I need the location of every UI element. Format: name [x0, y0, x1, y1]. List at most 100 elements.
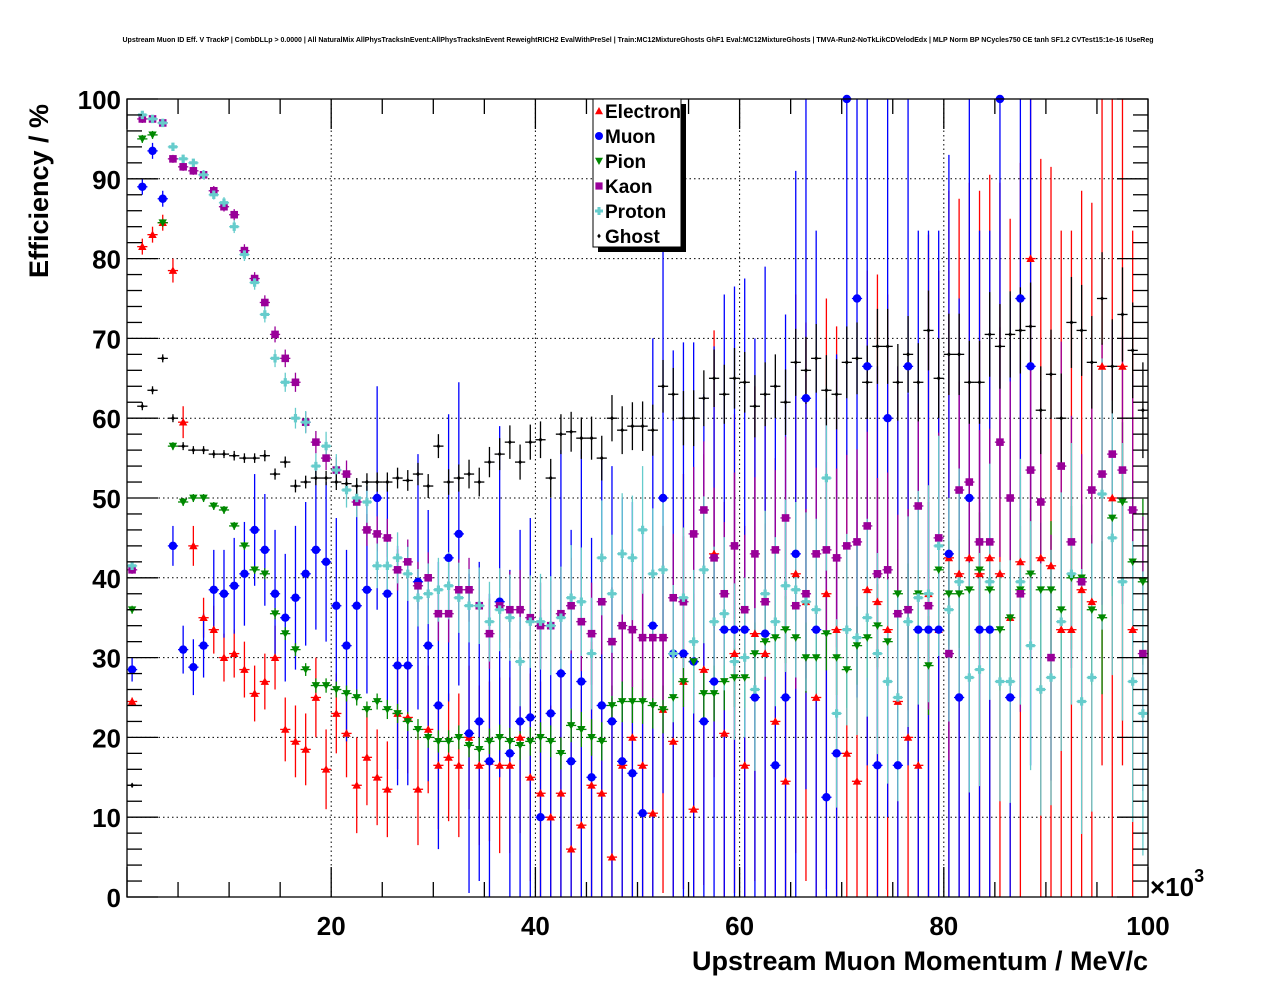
data-point-kaon	[955, 486, 963, 494]
data-point-kaon	[373, 530, 381, 538]
data-point-pion	[995, 626, 1005, 634]
data-point-kaon	[863, 522, 872, 530]
data-point-pion	[199, 494, 208, 503]
data-point-pion	[413, 726, 423, 734]
data-point-kaon	[771, 546, 780, 554]
data-point-kaon	[577, 617, 586, 626]
data-point-muon	[178, 645, 188, 654]
data-point-muon	[801, 394, 811, 403]
data-point-proton	[168, 142, 178, 152]
data-point-kaon	[403, 558, 412, 566]
data-point-electron	[1128, 625, 1137, 634]
data-point-proton	[1108, 533, 1117, 543]
data-point-proton	[199, 170, 208, 179]
data-point-proton	[1087, 673, 1097, 682]
data-point-proton	[189, 158, 198, 168]
data-point-muon	[720, 625, 729, 634]
data-point-pion	[230, 522, 239, 531]
y-tick-label: 70	[92, 324, 121, 354]
data-point-proton	[832, 709, 841, 718]
data-point-proton	[689, 637, 698, 646]
data-point-muon	[607, 717, 617, 726]
data-point-pion	[250, 566, 259, 575]
data-point-ghost	[1120, 311, 1125, 318]
data-point-proton	[669, 649, 678, 658]
data-point-muon	[1016, 294, 1025, 303]
legend-label: Pion	[605, 152, 646, 173]
data-point-muon	[883, 414, 892, 423]
data-point-electron	[321, 765, 331, 773]
data-point-electron	[526, 773, 535, 781]
data-point-electron	[965, 553, 974, 562]
data-point-proton	[291, 413, 300, 423]
data-point-pion	[750, 650, 760, 658]
data-point-electron	[301, 745, 310, 753]
data-point-proton	[842, 625, 852, 634]
grid-lines	[127, 99, 1148, 897]
data-point-kaon	[710, 554, 718, 562]
data-point-electron	[822, 589, 831, 598]
legend-label: Ghost	[605, 227, 661, 248]
data-point-muon	[515, 717, 525, 726]
data-point-pion	[1128, 558, 1137, 567]
data-point-proton	[178, 154, 188, 164]
data-point-ghost	[548, 475, 553, 481]
data-point-ghost	[752, 403, 757, 409]
data-point-muon	[577, 677, 586, 686]
data-point-proton	[434, 585, 443, 594]
data-point-ghost	[487, 459, 492, 465]
data-point-proton	[903, 617, 913, 626]
data-point-ghost	[334, 479, 339, 485]
data-point-electron	[954, 569, 964, 578]
data-point-ghost	[354, 483, 359, 489]
data-point-kaon	[975, 538, 984, 546]
data-point-pion	[423, 734, 433, 742]
data-point-proton	[975, 665, 984, 674]
data-point-kaon	[1077, 578, 1086, 586]
x-axis-multiplier-exponent: 3	[1194, 866, 1204, 886]
data-point-muon	[852, 294, 862, 303]
data-point-muon	[893, 761, 903, 770]
data-point-ghost	[610, 415, 614, 421]
data-point-pion	[403, 718, 412, 726]
data-point-pion	[965, 586, 974, 594]
data-point-muon	[505, 749, 515, 758]
data-point-ghost	[456, 475, 461, 481]
data-point-proton	[454, 593, 464, 602]
data-point-proton	[648, 569, 658, 578]
data-point-muon	[168, 541, 178, 551]
data-point-proton	[944, 605, 954, 614]
data-point-kaon	[700, 506, 708, 514]
data-point-kaon	[322, 454, 330, 462]
data-point-proton	[526, 617, 535, 626]
data-point-electron	[811, 693, 821, 701]
data-point-proton	[423, 589, 433, 598]
data-point-pion	[709, 690, 719, 698]
data-point-proton	[546, 621, 555, 630]
legend-label: Electron	[605, 102, 681, 123]
series-pion	[127, 131, 1148, 758]
legend-item-proton: Proton	[595, 202, 666, 223]
data-point-electron	[1057, 625, 1066, 634]
data-point-electron	[607, 852, 617, 861]
data-point-proton	[301, 417, 310, 427]
data-point-muon	[291, 593, 300, 602]
legend-marker-pion	[595, 157, 603, 165]
data-point-ghost	[1049, 371, 1053, 377]
data-point-electron	[270, 653, 280, 661]
data-point-pion	[771, 634, 780, 642]
data-point-kaon	[1128, 506, 1137, 514]
data-point-proton	[781, 581, 790, 590]
legend-marker-kaon	[595, 182, 603, 190]
data-point-electron	[740, 761, 749, 769]
data-point-electron	[444, 753, 453, 761]
data-point-muon	[934, 625, 943, 634]
data-point-ghost	[262, 453, 267, 459]
data-point-electron	[863, 585, 872, 594]
data-point-muon	[444, 553, 453, 563]
data-point-electron	[362, 753, 372, 761]
legend-marker-electron	[595, 107, 603, 115]
data-point-electron	[515, 733, 525, 741]
data-point-proton	[597, 553, 606, 563]
data-point-pion	[495, 734, 504, 742]
